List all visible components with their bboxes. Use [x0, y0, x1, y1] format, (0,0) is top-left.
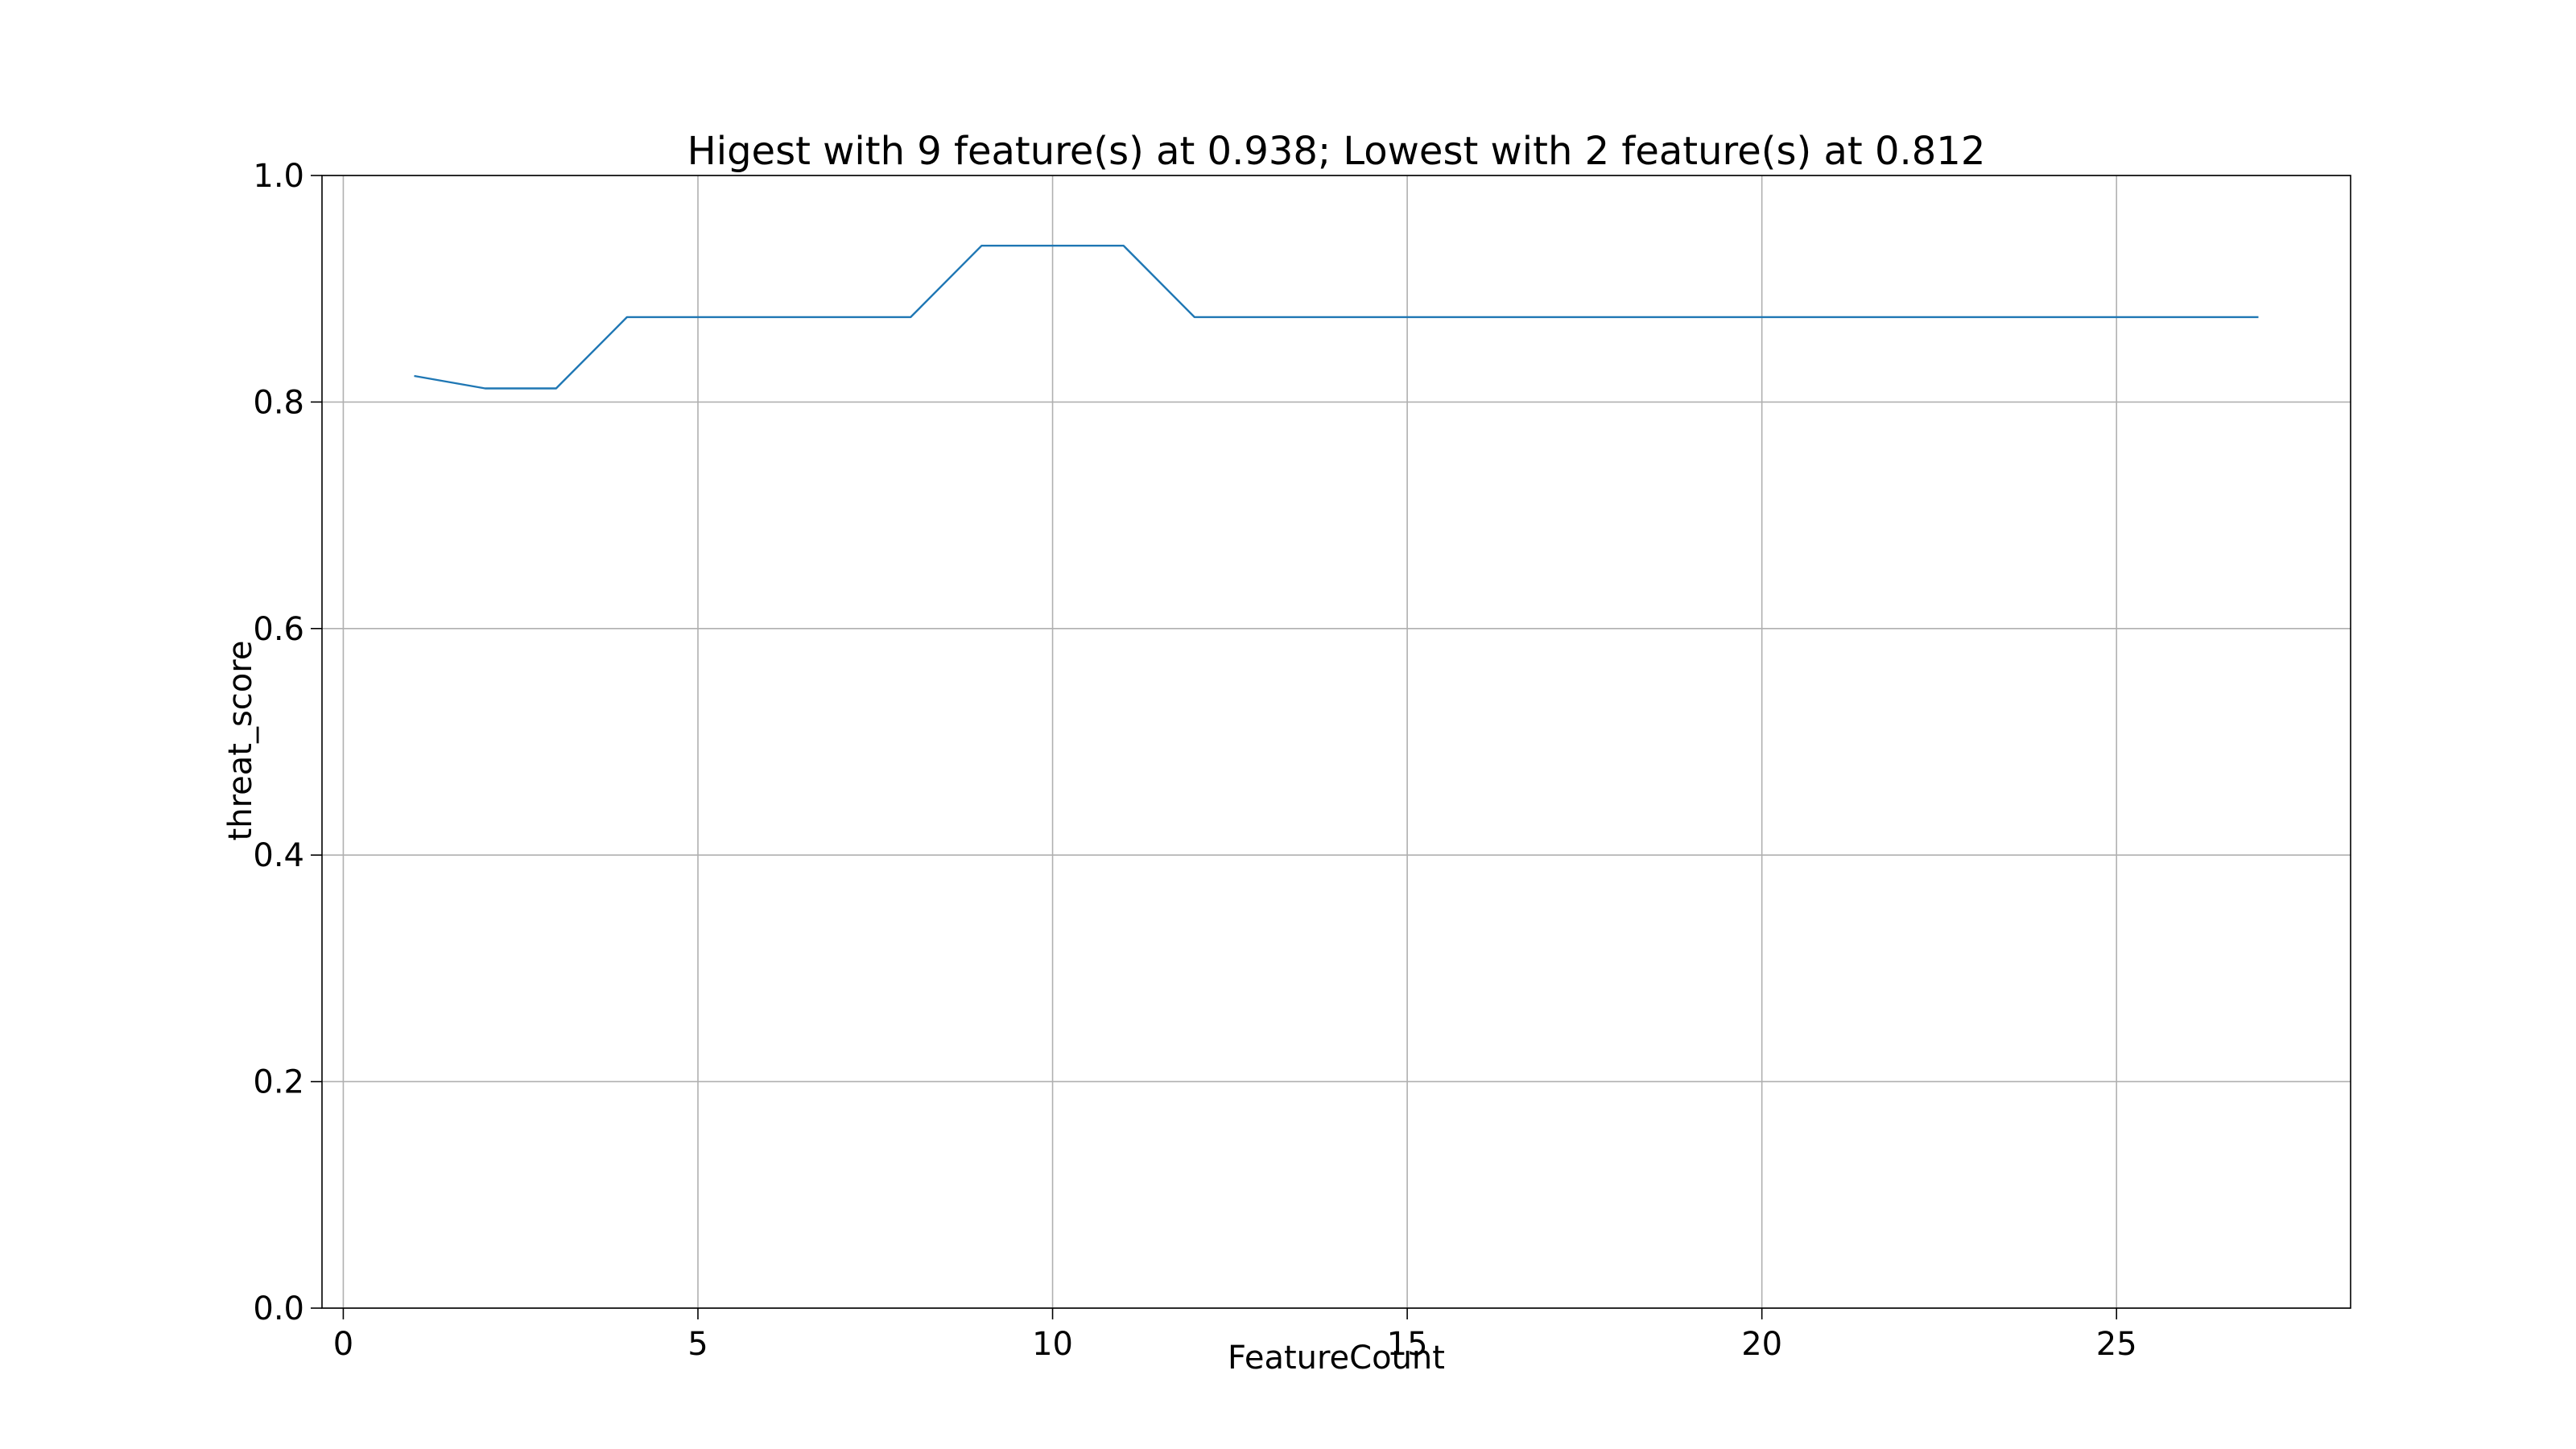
x-tick-label: 20	[1741, 1326, 1782, 1363]
x-axis-ticks: 0 5 10 15 20 25	[333, 1308, 2137, 1363]
x-tick-label: 5	[687, 1326, 708, 1363]
x-axis-label: FeatureCount	[1228, 1340, 1445, 1377]
y-tick-label: 0.2	[253, 1064, 304, 1101]
series-layer	[414, 245, 2259, 390]
x-gridlines	[342, 175, 2118, 1308]
y-axis-ticks: 0.0 0.2 0.4 0.6 0.8 1.0	[253, 158, 322, 1327]
y-gridlines	[322, 175, 2351, 1309]
x-tick-label: 0	[333, 1326, 353, 1363]
plot-frame	[321, 175, 2351, 1309]
series-line	[414, 245, 2259, 390]
y-tick-label: 0.8	[253, 384, 304, 421]
x-tick-label: 25	[2096, 1326, 2137, 1363]
x-tick-label: 10	[1032, 1326, 1073, 1363]
y-tick-label: 1.0	[253, 158, 304, 195]
y-tick-label: 0.6	[253, 611, 304, 648]
x-tick-label: 15	[1387, 1326, 1428, 1363]
y-axis-label: threat_score	[222, 641, 259, 841]
y-tick-label: 0.0	[253, 1290, 304, 1327]
y-tick-label: 0.4	[253, 837, 304, 874]
chart-title: Higest with 9 feature(s) at 0.938; Lowes…	[687, 129, 1986, 174]
